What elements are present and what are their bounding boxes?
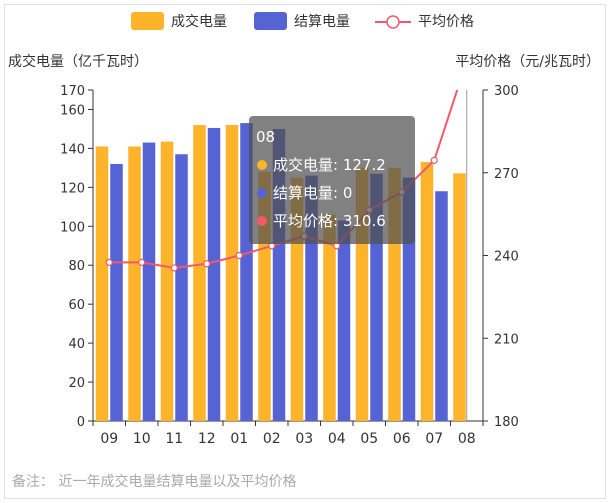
y-left-tick-label-8: 160: [60, 103, 85, 118]
tooltip-dot-3: [257, 216, 267, 226]
price-point-09-1[interactable]: [105, 258, 113, 266]
y-right-tick-label-1: 210: [494, 332, 519, 347]
bar-settled-12-4[interactable]: [207, 127, 221, 421]
x-tick-label-11: 07: [425, 431, 443, 447]
x-tick-label-4: 12: [198, 431, 216, 447]
bar-settled-04-8[interactable]: [337, 220, 351, 421]
x-tick-label-9: 05: [360, 431, 378, 447]
y-right-tick-label-2: 240: [494, 250, 519, 265]
bar-traded-10-2[interactable]: [128, 146, 141, 421]
y-left-tick-label-5: 100: [60, 220, 85, 235]
price-point-10-2[interactable]: [138, 258, 146, 266]
bar-settled-07-11[interactable]: [435, 191, 448, 421]
bar-traded-09-1[interactable]: [95, 146, 109, 421]
footnote: 备注： 近一年成交电量结算电量以及平均价格: [12, 473, 296, 490]
bar-traded-08-12[interactable]: [453, 173, 466, 421]
tooltip-dot-2: [257, 188, 267, 198]
legend-swatch-1[interactable]: [131, 12, 164, 30]
tooltip-dot-1: [257, 160, 267, 170]
tooltip-row-3: 平均价格: 310.6: [273, 212, 386, 230]
y-left-tick-label-2: 40: [68, 337, 85, 352]
bar-settled-10-2[interactable]: [142, 142, 156, 421]
y-left-tick-label-3: 60: [68, 298, 85, 313]
bar-traded-04-8[interactable]: [323, 214, 336, 421]
tooltip-row-1: 成交电量: 127.2: [273, 156, 386, 174]
x-tick-label-6: 02: [263, 431, 281, 447]
tooltip-title: 08: [256, 128, 275, 146]
x-tick-label-5: 01: [230, 431, 248, 447]
y-left-tick-label-7: 140: [60, 142, 85, 157]
y-left-tick-label-0: 0: [77, 415, 85, 430]
legend-label-3: 平均价格: [418, 14, 474, 30]
x-tick-label-8: 04: [328, 431, 346, 447]
y-left-tick-label-6: 120: [60, 181, 85, 196]
tooltip-box: [249, 116, 415, 244]
price-point-11-3[interactable]: [170, 264, 178, 272]
tooltip-row-2: 结算电量: 0: [273, 184, 352, 202]
price-point-01-5[interactable]: [235, 251, 243, 260]
y-left-tick-label-9: 170: [60, 84, 85, 99]
x-tick-label-3: 11: [165, 431, 183, 447]
legend-label-1: 成交电量: [171, 13, 227, 30]
y-left-tick-label-4: 80: [68, 259, 85, 274]
y-left-axis-title: 成交电量（亿千瓦时）: [8, 53, 148, 70]
x-tick-label-7: 03: [295, 431, 313, 447]
y-right-tick-label-4: 300: [494, 84, 519, 99]
bar-traded-12-4[interactable]: [193, 125, 206, 421]
x-tick-label-10: 06: [393, 431, 411, 447]
y-right-tick-label-3: 270: [494, 167, 519, 182]
bar-traded-11-3[interactable]: [160, 141, 174, 422]
y-right-axis-title: 平均价格（元/兆瓦时）: [455, 54, 600, 70]
x-tick-label-2: 10: [133, 431, 151, 447]
x-tick-label-1: 09: [100, 431, 118, 447]
price-point-12-4[interactable]: [203, 260, 211, 268]
x-tick-label-12: 08: [458, 431, 476, 447]
price-point-07-11[interactable]: [430, 156, 438, 164]
bar-settled-11-3[interactable]: [175, 154, 188, 422]
y-right-tick-label-0: 180: [494, 415, 519, 430]
bar-settled-09-1[interactable]: [110, 163, 123, 422]
y-left-tick-label-1: 20: [68, 376, 85, 391]
bar-traded-01-5[interactable]: [225, 125, 239, 421]
legend-marker-3[interactable]: [386, 15, 400, 29]
bar-traded-07-11[interactable]: [420, 162, 434, 421]
legend-swatch-2[interactable]: [254, 12, 287, 30]
legend-label-2: 结算电量: [294, 14, 350, 30]
